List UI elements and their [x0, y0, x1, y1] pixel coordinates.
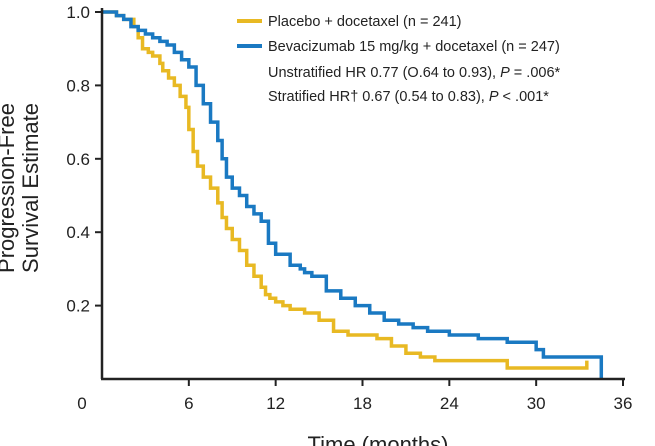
y-tick-label: 1.0: [66, 3, 90, 22]
y-tick-label: 0.8: [66, 76, 90, 95]
x-tick-label: 0: [77, 394, 86, 413]
y-axis-title: Progression-Free Survival Estimate: [0, 103, 43, 273]
x-ticks: 0 6 12 18 24 30 36: [77, 379, 632, 413]
stratified-hr-annotation: Stratified HR† 0.67 (0.54 to 0.83), P < …: [268, 89, 549, 105]
x-tick-label: 18: [353, 394, 372, 413]
bevacizumab-survival-curve: [102, 10, 604, 379]
unstratified-hr-annotation: Unstratified HR 0.77 (O.64 to 0.93), P =…: [268, 65, 561, 81]
x-tick-label: 6: [184, 394, 193, 413]
y-tick-label: 0.2: [66, 297, 90, 316]
legend-label-placebo: Placebo + docetaxel (n = 241): [268, 14, 461, 30]
y-ticks: 0.2 0.4 0.6 0.8 1.0: [66, 3, 102, 316]
x-tick-label: 24: [440, 394, 459, 413]
y-axis-title-line1: Progression-Free: [0, 103, 19, 273]
y-tick-label: 0.6: [66, 150, 90, 169]
placebo-survival-curve: [102, 10, 589, 370]
legend: Placebo + docetaxel (n = 241) Bevacizuma…: [237, 14, 561, 105]
legend-label-bevacizumab: Bevacizumab 15 mg/kg + docetaxel (n = 24…: [268, 39, 560, 55]
x-tick-label: 36: [614, 394, 633, 413]
y-tick-label: 0.4: [66, 223, 90, 242]
x-tick-label: 30: [527, 394, 546, 413]
x-tick-label: 12: [266, 394, 285, 413]
x-axis-title: Time (months): [308, 432, 449, 446]
series-layer: [102, 10, 604, 379]
y-axis-title-line2: Survival Estimate: [18, 103, 43, 273]
